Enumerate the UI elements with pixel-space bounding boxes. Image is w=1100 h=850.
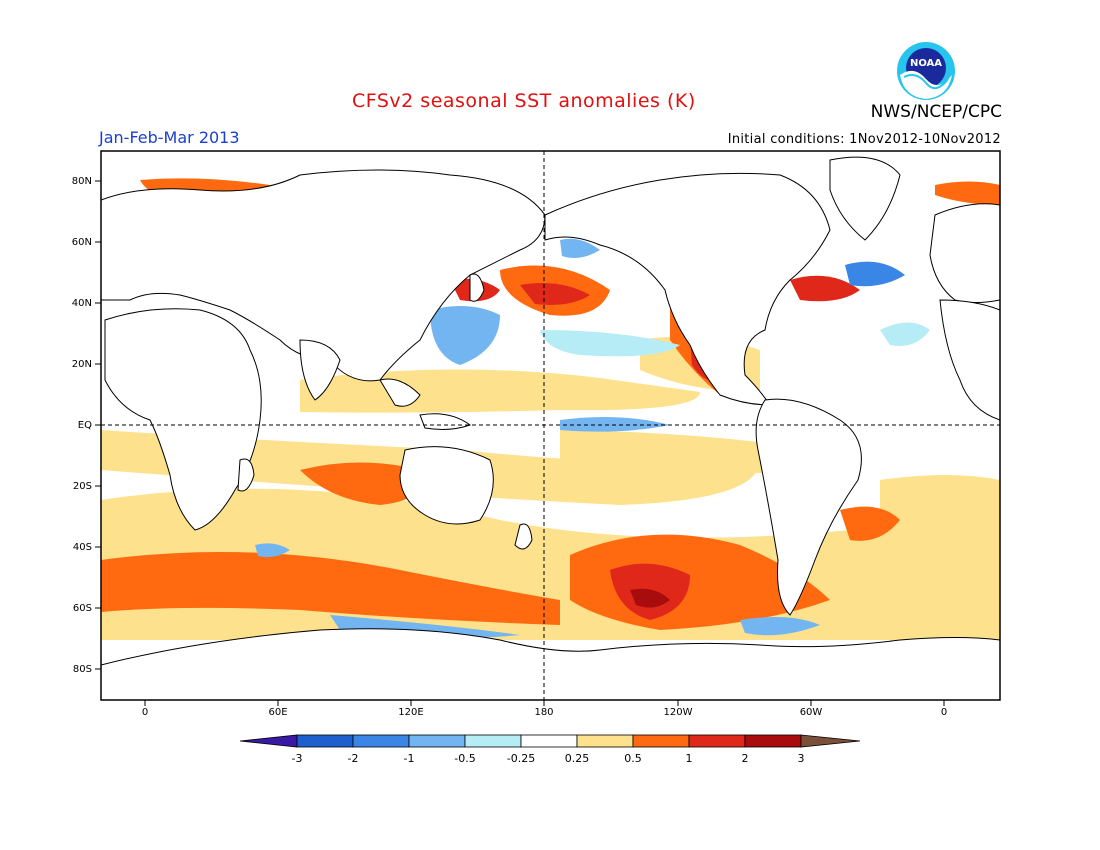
colorbar-swatch bbox=[239, 734, 298, 748]
longitude-axis: 0 60E 120E 180 120W 60W 0 bbox=[142, 700, 947, 718]
colorbar-swatch bbox=[352, 734, 410, 748]
latitude-axis: 80N 60N 40N 20N EQ 20S 40S 60S 80S bbox=[72, 176, 101, 675]
colorbar-swatch bbox=[576, 734, 634, 748]
colorbar bbox=[239, 734, 861, 748]
colorbar-label: 2 bbox=[742, 752, 749, 765]
colorbar-label: 3 bbox=[798, 752, 805, 765]
colorbar-label: -1 bbox=[404, 752, 415, 765]
noaa-logo-text: NOAA bbox=[910, 58, 942, 69]
colorbar-swatch bbox=[744, 734, 802, 748]
lon-tick-label: 60W bbox=[800, 707, 823, 718]
colorbar-labels: -3 -2 -1 -0.5 -0.25 0.25 0.5 1 2 3 bbox=[292, 752, 805, 765]
colorbar-label: -3 bbox=[292, 752, 303, 765]
lon-tick-label: 0 bbox=[142, 707, 148, 718]
colorbar-swatch bbox=[688, 734, 746, 748]
colorbar-swatch bbox=[464, 734, 522, 748]
colorbar-label: -2 bbox=[348, 752, 359, 765]
colorbar-label: 0.5 bbox=[624, 752, 642, 765]
lat-tick-label: 60S bbox=[73, 603, 92, 614]
colorbar-swatch bbox=[520, 734, 578, 748]
lat-tick-label: 20S bbox=[73, 481, 92, 492]
lat-tick-label: 80N bbox=[72, 176, 92, 187]
anomaly-field bbox=[101, 178, 1000, 640]
initial-conditions: Initial conditions: 1Nov2012-10Nov2012 bbox=[727, 132, 1001, 147]
map-title: CFSv2 seasonal SST anomalies (K) bbox=[352, 90, 696, 112]
lon-tick-label: 120E bbox=[398, 707, 423, 718]
forecast-period: Jan-Feb-Mar 2013 bbox=[99, 128, 240, 147]
lat-tick-label: 20N bbox=[72, 359, 92, 370]
colorbar-label: -0.25 bbox=[507, 752, 535, 765]
colorbar-swatch bbox=[296, 734, 354, 748]
coastlines bbox=[101, 156, 1000, 700]
lat-tick-label: 40S bbox=[73, 542, 92, 553]
colorbar-label: 0.25 bbox=[565, 752, 590, 765]
lon-tick-label: 180 bbox=[534, 707, 553, 718]
lat-tick-label: EQ bbox=[78, 420, 92, 431]
colorbar-label: 1 bbox=[686, 752, 693, 765]
lat-tick-label: 80S bbox=[73, 664, 92, 675]
colorbar-swatch bbox=[408, 734, 466, 748]
organization-label: NWS/NCEP/CPC bbox=[870, 102, 1002, 122]
lat-tick-label: 60N bbox=[72, 237, 92, 248]
colorbar-swatch bbox=[632, 734, 690, 748]
colorbar-label: -0.5 bbox=[454, 752, 475, 765]
noaa-logo: NOAA bbox=[897, 42, 955, 100]
lon-tick-label: 60E bbox=[268, 707, 287, 718]
lon-tick-label: 0 bbox=[941, 707, 947, 718]
lat-tick-label: 40N bbox=[72, 298, 92, 309]
lon-tick-label: 120W bbox=[664, 707, 693, 718]
colorbar-swatch bbox=[800, 734, 861, 748]
